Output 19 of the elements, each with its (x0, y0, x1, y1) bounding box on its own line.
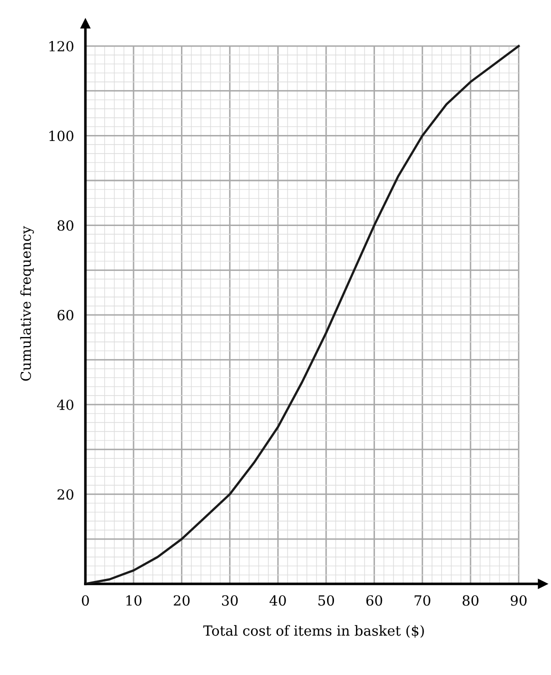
y-tick-label: 60 (58, 310, 74, 320)
x-tick-label: 20 (174, 595, 190, 606)
x-axis-title: Total cost of items in basket ($) (203, 625, 424, 638)
y-tick-label: 40 (57, 400, 74, 410)
y-tick-label: 100 (49, 130, 74, 142)
y-tick-label: 20 (58, 489, 74, 500)
y-tick-label: 80 (58, 220, 74, 231)
x-tick-label: 40 (270, 595, 286, 606)
x-tick-label: 60 (366, 595, 382, 606)
x-tick-label: 80 (462, 595, 478, 606)
y-tick-label: 120 (49, 41, 74, 52)
line-series (85, 44, 520, 584)
x-tick-label: 70 (414, 595, 430, 606)
x-tick-label: 90 (510, 595, 527, 606)
x-tick-label: 0 (82, 595, 89, 606)
x-tick-label: 30 (222, 595, 238, 606)
x-tick-label: 50 (318, 595, 334, 606)
x-tick-label: 10 (126, 595, 142, 606)
y-axis-title: Cumulative frequency (20, 226, 34, 381)
